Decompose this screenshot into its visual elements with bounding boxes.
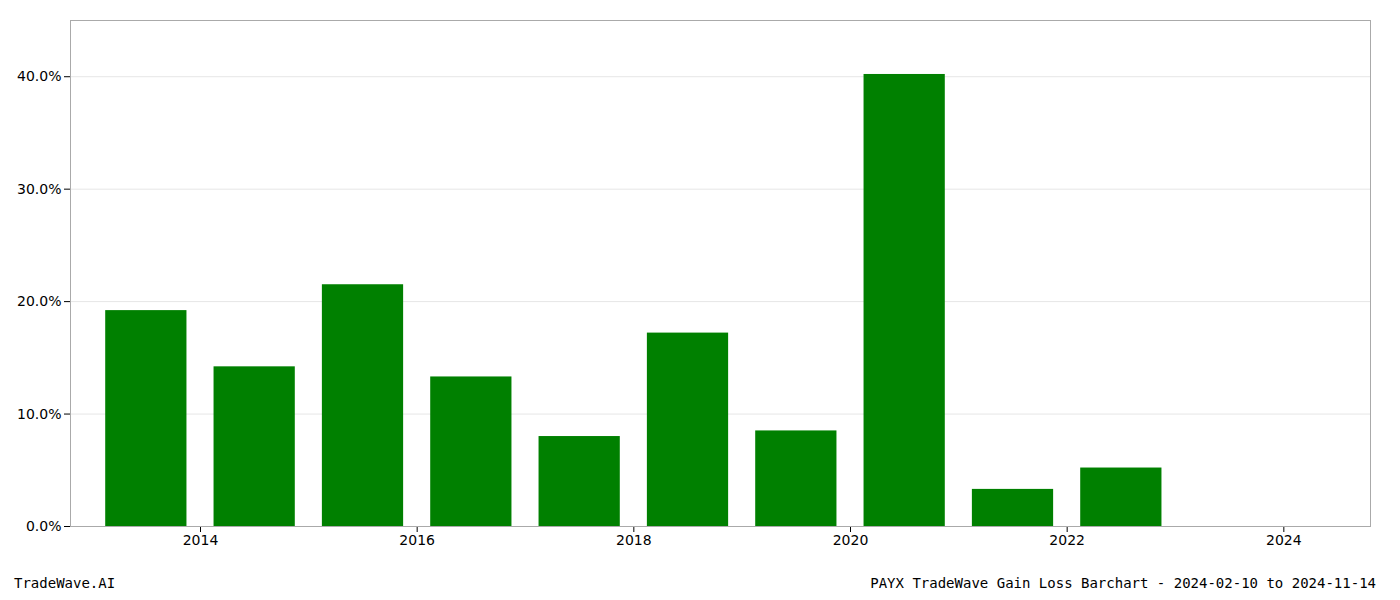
svg-text:2014: 2014	[183, 532, 219, 548]
html-text:PAYX TradeWave Gain Loss Barch: PAYX TradeWave Gain Loss Barchart - 2024…	[870, 575, 1376, 591]
html-text:TradeWave.AI: TradeWave.AI	[14, 575, 116, 591]
svg-text:2016: 2016	[399, 532, 435, 548]
svg-text:2024: 2024	[1266, 532, 1302, 548]
svg-text:10.0%: 10.0%	[17, 406, 61, 422]
svg-text:2022: 2022	[1049, 532, 1085, 548]
svg-text:40.0%: 40.0%	[17, 68, 61, 84]
svg-text:2020: 2020	[833, 532, 869, 548]
svg-text:2018: 2018	[616, 532, 652, 548]
svg-text:0.0%: 0.0%	[26, 518, 62, 534]
svg-text:20.0%: 20.0%	[17, 293, 61, 309]
svg-text:30.0%: 30.0%	[17, 181, 61, 197]
